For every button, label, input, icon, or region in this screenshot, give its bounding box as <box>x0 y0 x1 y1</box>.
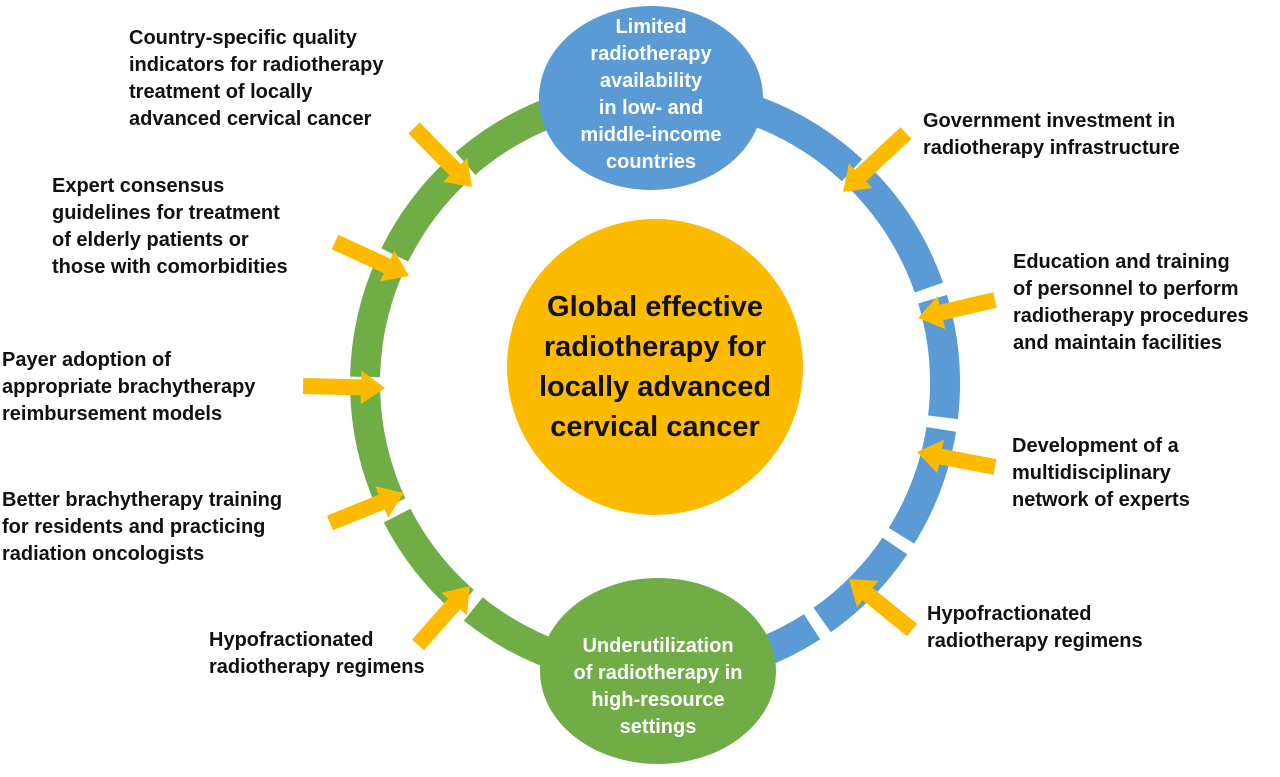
top-bubble-line: countries <box>605 151 697 173</box>
factor-line: Development of a <box>1012 435 1179 457</box>
central-goal: Global effective radiotherapy for locall… <box>505 242 805 492</box>
factor-line: guidelines for treatment <box>52 202 280 224</box>
factor-line: appropriate brachytherapy <box>2 376 256 398</box>
ring-segment-green <box>381 160 467 262</box>
factor-hypofractionated-left: Hypofractionated radiotherapy regimens <box>209 627 425 681</box>
ring-segment-blue <box>745 94 863 182</box>
arrow-quality-indicators <box>408 122 472 187</box>
factor-line: Education and training <box>1013 251 1230 273</box>
ring-segment-green <box>350 259 404 378</box>
arrow-government-investment <box>843 127 912 192</box>
arrow-education-training <box>918 292 997 330</box>
bottom-bubble-line: Underutilization <box>582 635 734 657</box>
factor-line: of elderly patients or <box>52 229 249 251</box>
factor-line: Payer adoption of <box>2 349 171 371</box>
ring-segment-blue <box>850 168 944 293</box>
bottom-bubble-line: high-resource <box>591 689 725 711</box>
factor-line: Better brachytherapy training <box>2 489 283 511</box>
top-bubble-line: radiotherapy <box>590 43 712 65</box>
factor-line: Hypofractionated <box>927 603 1092 625</box>
factor-line: radiotherapy infrastructure <box>923 137 1180 159</box>
factor-line: indicators for radiotherapy <box>129 54 384 76</box>
factor-education-training: Education and training of personnel to p… <box>1013 249 1249 357</box>
factor-multidisciplinary-network: Development of a multidisciplinary netwo… <box>1012 433 1190 514</box>
central-goal-line: cervical cancer <box>550 411 760 443</box>
top-bubble-line: Limited <box>615 16 687 38</box>
factor-brachytherapy-training: Better brachytherapy training for reside… <box>2 487 282 568</box>
factor-government-investment: Government investment in radiotherapy in… <box>923 108 1180 162</box>
factor-payer-adoption: Payer adoption of appropriate brachyther… <box>2 347 255 428</box>
ring-segment-green <box>455 98 556 176</box>
arrow-expert-guidelines <box>331 234 409 282</box>
ring-segment-green <box>383 508 475 613</box>
central-goal-line: Global effective <box>547 291 763 323</box>
top-bubble-text: Limited radiotherapy availability in low… <box>541 14 761 176</box>
top-bubble-line: in low- and <box>598 97 704 119</box>
bottom-bubble-line: of radiotherapy in <box>573 662 743 684</box>
arrow-group <box>302 122 997 651</box>
arrow-brachytherapy-training <box>327 486 404 531</box>
bottom-bubble-shape <box>540 578 776 764</box>
top-bubble-line: middle-income <box>580 124 722 146</box>
factor-line: radiotherapy regimens <box>209 656 425 678</box>
factor-line: Expert consensus <box>52 175 225 197</box>
factor-line: network of experts <box>1012 489 1190 511</box>
factor-expert-guidelines: Expert consensus guidelines for treatmen… <box>52 173 288 281</box>
factor-line: radiotherapy procedures <box>1013 305 1249 327</box>
factor-line: and maintain facilities <box>1013 332 1222 354</box>
bottom-bubble-text: Underutilization of radiotherapy in high… <box>543 633 773 741</box>
factor-line: multidisciplinary <box>1012 462 1171 484</box>
factor-line: reimbursement models <box>2 403 223 425</box>
factor-line: for residents and practicing <box>2 516 266 538</box>
center-circle <box>507 219 803 515</box>
factor-hypofractionated-right: Hypofractionated radiotherapy regimens <box>927 601 1143 655</box>
top-bubble-line: availability <box>599 70 703 92</box>
factor-line: radiation oncologists <box>2 543 205 565</box>
factor-line: Country-specific quality <box>129 27 357 49</box>
factor-line: radiotherapy regimens <box>927 630 1143 652</box>
arrow-hypofractionated-right <box>849 579 917 637</box>
arrow-hypofractionated-left <box>412 586 470 651</box>
factor-line: advanced cervical cancer <box>129 108 372 130</box>
factor-quality-indicators: Country-specific quality indicators for … <box>129 25 384 133</box>
bottom-bubble-line: settings <box>619 716 697 738</box>
factor-line: of personnel to perform <box>1013 278 1239 300</box>
ring-segment-blue <box>888 426 957 544</box>
central-goal-line: radiotherapy for <box>543 331 767 363</box>
top-bubble-shape <box>539 6 763 190</box>
arrow-multidisciplinary-network <box>917 439 997 475</box>
arrow-payer-adoption <box>302 370 385 405</box>
factor-line: those with comorbidities <box>52 256 288 278</box>
factor-line: Hypofractionated <box>209 629 374 651</box>
central-goal-line: locally advanced <box>538 371 772 403</box>
factor-line: treatment of locally <box>129 81 313 103</box>
factor-line: Government investment in <box>923 110 1176 132</box>
